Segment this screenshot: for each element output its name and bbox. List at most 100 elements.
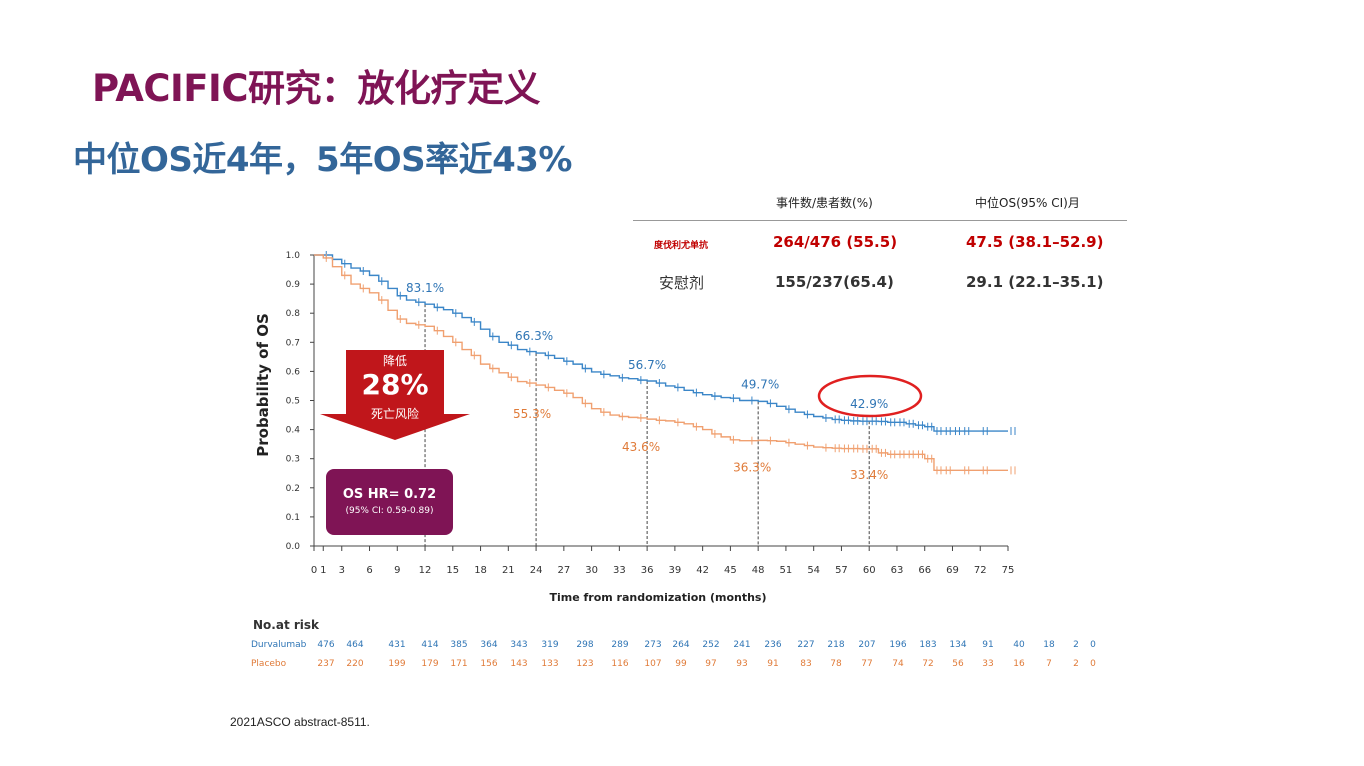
risk-cell-durvalumab: 18 bbox=[1043, 640, 1055, 650]
y-tick-label: 0.1 bbox=[286, 513, 300, 523]
milestone-label: 36.3% bbox=[733, 460, 771, 474]
risk-cell-durvalumab: 252 bbox=[702, 640, 720, 650]
risk-cell-durvalumab: 227 bbox=[797, 640, 815, 650]
risk-cell-placebo: 0 bbox=[1090, 659, 1096, 669]
risk-cell-placebo: 179 bbox=[421, 659, 439, 669]
risk-cell-durvalumab: 241 bbox=[733, 640, 751, 650]
risk-cell-durvalumab: 183 bbox=[919, 640, 937, 650]
milestone-label: 83.1% bbox=[406, 281, 444, 295]
x-tick-label: 63 bbox=[891, 565, 904, 576]
hazard-ratio-text: OS HR= 0.72 bbox=[342, 487, 437, 502]
milestone-label: 56.7% bbox=[628, 358, 666, 372]
risk-cell-placebo: 7 bbox=[1046, 659, 1052, 669]
risk-cell-placebo: 93 bbox=[736, 659, 748, 669]
risk-cell-placebo: 116 bbox=[611, 659, 629, 669]
x-tick-label: 21 bbox=[502, 565, 515, 576]
table-divider bbox=[633, 220, 1127, 221]
x-tick-label: 60 bbox=[863, 565, 876, 576]
x-tick-label: 66 bbox=[918, 565, 931, 576]
x-tick-label: 45 bbox=[724, 565, 737, 576]
x-tick-label: 3 bbox=[339, 565, 345, 576]
risk-cell-placebo: 72 bbox=[922, 659, 934, 669]
survival-curves bbox=[314, 251, 1016, 475]
y-tick-label: 0.5 bbox=[286, 397, 300, 407]
risk-cell-placebo: 56 bbox=[952, 659, 964, 669]
risk-cell-placebo: 83 bbox=[800, 659, 812, 669]
milestone-guides bbox=[424, 304, 870, 546]
x-tick-label: 57 bbox=[835, 565, 848, 576]
risk-cell-placebo: 97 bbox=[705, 659, 717, 669]
risk-cell-durvalumab: 476 bbox=[317, 640, 335, 650]
risk-cell-durvalumab: 218 bbox=[827, 640, 845, 650]
y-tick-label: 0.2 bbox=[286, 484, 300, 494]
table-header-median: 中位OS(95% CI)月 bbox=[975, 196, 1080, 210]
risk-cell-durvalumab: 431 bbox=[388, 640, 406, 650]
risk-cell-durvalumab: 196 bbox=[889, 640, 907, 650]
x-tick-label: 51 bbox=[780, 565, 793, 576]
table-row-label-placebo: 安慰剂 bbox=[659, 274, 705, 292]
risk-cell-durvalumab: 464 bbox=[346, 640, 364, 650]
x-tick-label: 1 bbox=[320, 565, 326, 576]
x-tick-label: 54 bbox=[807, 565, 820, 576]
milestone-label: 49.7% bbox=[741, 377, 779, 391]
risk-cell-placebo: 33 bbox=[982, 659, 994, 669]
risk-table-title: No.at risk bbox=[253, 618, 320, 632]
milestone-label: 66.3% bbox=[515, 329, 553, 343]
x-tick-label: 48 bbox=[752, 565, 765, 576]
risk-cell-placebo: 133 bbox=[541, 659, 559, 669]
risk-cell-placebo: 123 bbox=[576, 659, 594, 669]
y-tick-label: 0.6 bbox=[286, 367, 301, 377]
risk-cell-durvalumab: 289 bbox=[611, 640, 629, 650]
x-tick-label: 0 bbox=[311, 565, 317, 576]
survival-curve-placebo bbox=[314, 254, 1008, 472]
risk-cell-durvalumab: 91 bbox=[982, 640, 994, 650]
risk-cell-durvalumab: 343 bbox=[510, 640, 528, 650]
risk-cell-durvalumab: 319 bbox=[541, 640, 559, 650]
risk-cell-durvalumab: 414 bbox=[421, 640, 439, 650]
risk-cell-placebo: 91 bbox=[767, 659, 779, 669]
table-cell-median-durvalumab: 47.5 (38.1–52.9) bbox=[966, 233, 1104, 251]
x-axis-label: Time from randomization (months) bbox=[549, 591, 766, 604]
chart-axes: 0 1 3 6 9 12 15 18 21 24 27 30 33 36 39 42 45 48 51 54 57 60 6… bbox=[286, 251, 1015, 576]
milestone-label: 42.9% bbox=[850, 397, 888, 411]
x-tick-label: 69 bbox=[946, 565, 959, 576]
risk-cell-durvalumab: 236 bbox=[764, 640, 782, 650]
y-tick-label: 0.0 bbox=[286, 542, 301, 552]
x-tick-label: 30 bbox=[585, 565, 598, 576]
risk-cell-placebo: 143 bbox=[510, 659, 528, 669]
table-cell-median-placebo: 29.1 (22.1–35.1) bbox=[966, 273, 1104, 291]
milestone-label: 55.3% bbox=[513, 407, 551, 421]
y-tick-label: 0.7 bbox=[286, 338, 300, 348]
y-axis-label: Probability of OS bbox=[254, 313, 272, 457]
y-tick-label: 0.8 bbox=[286, 309, 301, 319]
risk-cell-placebo: 74 bbox=[892, 659, 904, 669]
risk-cell-placebo: 156 bbox=[480, 659, 498, 669]
arrow-bottom-text: 死亡风险 bbox=[370, 407, 419, 421]
x-tick-label: 18 bbox=[474, 565, 487, 576]
hazard-ratio-box: OS HR= 0.72 (95% CI: 0.59-0.89) bbox=[326, 469, 453, 535]
risk-cell-placebo: 107 bbox=[644, 659, 662, 669]
x-tick-label: 75 bbox=[1002, 565, 1015, 576]
table-cell-events-placebo: 155/237(65.4) bbox=[775, 273, 894, 291]
risk-cell-placebo: 78 bbox=[830, 659, 842, 669]
table-header-events: 事件数/患者数(%) bbox=[776, 196, 873, 210]
x-tick-label: 6 bbox=[366, 565, 372, 576]
x-tick-label: 33 bbox=[613, 565, 626, 576]
risk-cell-placebo: 99 bbox=[675, 659, 687, 669]
x-tick-label: 39 bbox=[669, 565, 682, 576]
y-tick-label: 0.3 bbox=[286, 455, 300, 465]
risk-cell-durvalumab: 207 bbox=[858, 640, 876, 650]
slide-title: PACIFIC研究：放化疗定义 bbox=[92, 67, 540, 110]
risk-cell-placebo: 237 bbox=[317, 659, 335, 669]
risk-cell-durvalumab: 385 bbox=[450, 640, 468, 650]
milestone-label: 33.4% bbox=[850, 468, 888, 482]
x-tick-label: 9 bbox=[394, 565, 400, 576]
risk-cell-placebo: 77 bbox=[861, 659, 873, 669]
arrow-top-text: 降低 bbox=[382, 354, 407, 368]
milestone-labels: 83.1% 66.3% 56.7% 49.7% 42.9% 55.3% 43.6% 36.3%… bbox=[406, 281, 888, 482]
arrow-big-text: 28% bbox=[361, 368, 429, 401]
x-tick-label: 24 bbox=[530, 565, 543, 576]
risk-cell-placebo: 2 bbox=[1073, 659, 1079, 669]
arrow-shape bbox=[320, 350, 470, 440]
